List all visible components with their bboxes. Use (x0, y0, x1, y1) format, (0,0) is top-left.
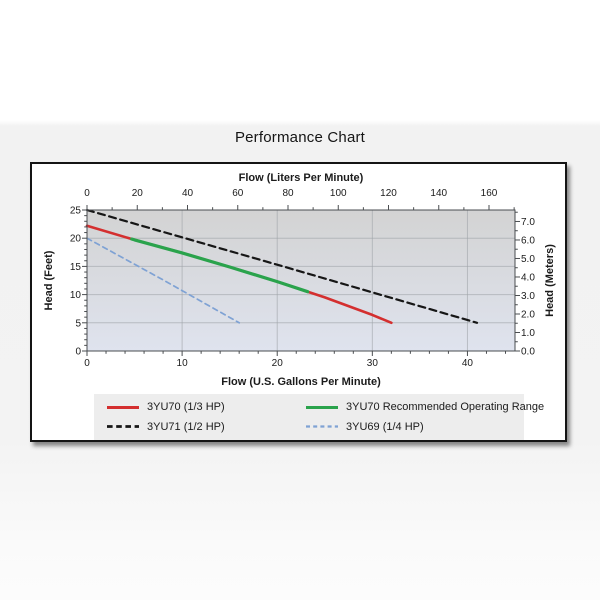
svg-text:30: 30 (367, 358, 379, 369)
chart-title: Performance Chart (234, 129, 366, 146)
svg-text:Flow (U.S. Gallons Per Minute): Flow (U.S. Gallons Per Minute) (221, 376, 381, 388)
legend-item-3yu69: 3YU69 (1/4 HP) (305, 421, 544, 433)
svg-text:40: 40 (182, 188, 194, 199)
svg-text:25: 25 (70, 206, 82, 217)
legend-swatch-blue-dashed-line (305, 422, 339, 431)
svg-text:20: 20 (132, 188, 144, 199)
legend-label: 3YU71 (1/2 HP) (147, 420, 225, 433)
chart-panel: 0 20 40 60 80 100 120 140 160 Flow (Liters Per Mi… (30, 162, 567, 442)
chart-legend: 3YU70 (1/3 HP) 3YU70 Recommended Operati… (94, 394, 544, 440)
svg-text:120: 120 (380, 188, 397, 199)
svg-text:20: 20 (70, 234, 82, 245)
svg-text:60: 60 (232, 188, 244, 199)
legend-item-3yu71: 3YU71 (1/2 HP) (106, 421, 305, 433)
svg-text:1.0: 1.0 (521, 328, 535, 339)
svg-text:5: 5 (75, 318, 81, 329)
svg-text:5.0: 5.0 (521, 254, 535, 265)
legend-label: 3YU70 (1/3 HP) (147, 401, 225, 414)
svg-text:0: 0 (84, 188, 90, 199)
svg-text:Head (Feet): Head (Feet) (43, 250, 55, 310)
svg-text:40: 40 (462, 358, 474, 369)
svg-text:Flow (Liters Per Minute): Flow (Liters Per Minute) (239, 172, 364, 184)
svg-text:0: 0 (84, 358, 90, 369)
legend-swatch-green-solid-line (305, 403, 339, 412)
svg-text:10: 10 (70, 290, 82, 301)
svg-text:100: 100 (330, 188, 347, 199)
svg-text:6.0: 6.0 (521, 235, 535, 246)
svg-text:80: 80 (282, 188, 294, 199)
svg-text:Head (Meters): Head (Meters) (544, 244, 556, 317)
legend-label: 3YU69 (1/4 HP) (346, 420, 424, 433)
legend-swatch-red-solid-line (106, 403, 140, 412)
legend-item-3yu70-recommended-range: 3YU70 Recommended Operating Range (305, 401, 544, 413)
svg-text:2.0: 2.0 (521, 309, 535, 320)
svg-text:15: 15 (70, 262, 82, 273)
legend-swatch-black-dashed-line (106, 422, 140, 431)
svg-text:7.0: 7.0 (521, 217, 535, 228)
svg-text:4.0: 4.0 (521, 272, 535, 283)
svg-text:140: 140 (430, 188, 447, 199)
svg-text:20: 20 (272, 358, 284, 369)
legend-label: 3YU70 Recommended Operating Range (346, 401, 545, 414)
svg-text:0: 0 (75, 347, 81, 358)
svg-text:160: 160 (481, 188, 498, 199)
svg-text:10: 10 (177, 358, 189, 369)
svg-text:0.0: 0.0 (521, 347, 535, 358)
legend-item-3yu70: 3YU70 (1/3 HP) (106, 401, 305, 413)
svg-text:3.0: 3.0 (521, 291, 535, 302)
